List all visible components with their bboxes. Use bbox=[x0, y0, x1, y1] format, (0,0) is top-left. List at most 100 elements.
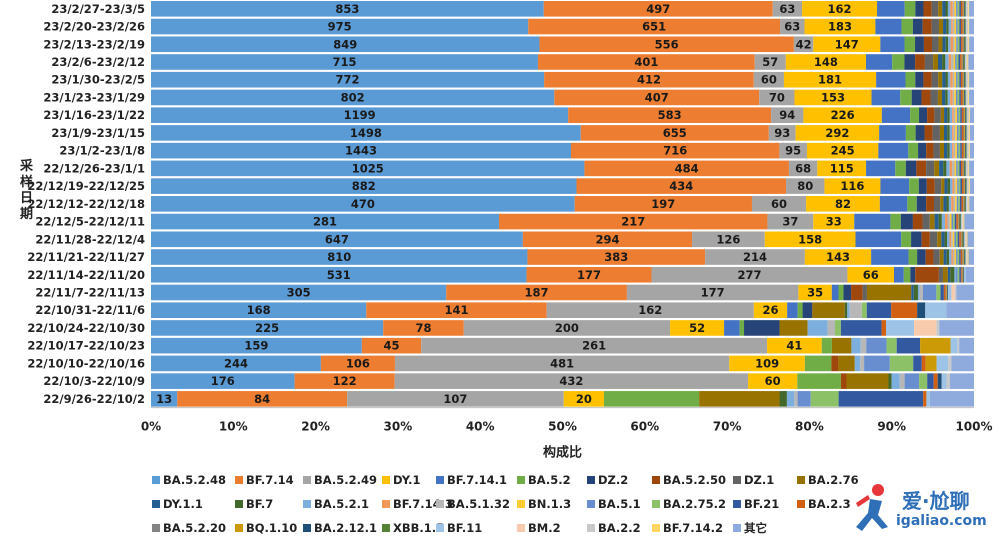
bar-segment bbox=[967, 107, 969, 123]
bar-segment bbox=[954, 18, 957, 35]
bar-segment bbox=[964, 178, 966, 194]
bar-segment bbox=[961, 213, 963, 230]
bar-segment bbox=[537, 54, 755, 70]
bar-segment bbox=[957, 89, 960, 106]
x-tick-label: 30% bbox=[384, 420, 413, 434]
bar-segment bbox=[911, 231, 922, 248]
legend-item: BF.21 bbox=[733, 497, 779, 511]
bar-segment bbox=[879, 125, 906, 141]
data-label: 33 bbox=[826, 215, 842, 229]
bar-segment bbox=[940, 196, 944, 212]
bar-segment bbox=[956, 231, 958, 248]
legend-item: DY.1.1 bbox=[152, 497, 203, 511]
bar-segment bbox=[955, 89, 958, 106]
bar-segment bbox=[911, 284, 914, 301]
legend-label: BA.5.2.50 bbox=[663, 473, 726, 487]
bar-segment bbox=[802, 1, 878, 17]
bar-segment bbox=[947, 125, 950, 141]
data-label: 143 bbox=[826, 250, 850, 264]
bar-segment bbox=[947, 89, 951, 106]
bar-segment bbox=[969, 36, 974, 53]
bar-segment bbox=[965, 1, 966, 17]
bar-segment bbox=[956, 196, 959, 212]
data-label: 57 bbox=[762, 55, 778, 69]
bar-segment bbox=[891, 373, 900, 389]
bar-segment bbox=[904, 54, 916, 70]
bar-segment bbox=[963, 196, 965, 212]
bar-segment bbox=[912, 18, 923, 35]
bar-segment bbox=[968, 107, 970, 123]
legend-item: BA.5.1.32 bbox=[436, 497, 510, 511]
bar-segment bbox=[151, 125, 581, 141]
bar-segment bbox=[956, 1, 958, 17]
bar-segment bbox=[946, 160, 950, 177]
legend-swatch bbox=[152, 524, 160, 532]
bar-segment bbox=[961, 142, 964, 159]
bar-segment bbox=[963, 231, 965, 248]
bar-segment bbox=[966, 36, 968, 53]
bar-segment bbox=[966, 178, 968, 194]
bar-segment bbox=[963, 178, 965, 194]
bar-segment bbox=[967, 249, 969, 265]
bar-segment bbox=[969, 125, 974, 141]
bar-segment bbox=[804, 249, 872, 265]
bar-segment bbox=[890, 213, 901, 230]
bar-segment bbox=[939, 249, 944, 265]
bar-segment bbox=[908, 142, 919, 159]
bar-segment bbox=[959, 213, 961, 230]
bar-segment bbox=[904, 1, 916, 17]
bar-segment bbox=[965, 71, 967, 88]
category-label: 22/12/19-22/12/25 bbox=[27, 179, 145, 193]
bar-segment bbox=[772, 1, 803, 17]
bar-segment bbox=[955, 107, 958, 123]
bar-segment bbox=[854, 355, 861, 372]
bar-segment bbox=[959, 160, 962, 177]
bar-segment bbox=[797, 373, 841, 389]
bar-segment bbox=[958, 142, 961, 159]
data-label: 849 bbox=[333, 37, 357, 51]
legend-label: BF.7.14.2 bbox=[663, 521, 723, 535]
data-label: 126 bbox=[716, 232, 740, 246]
bar-segment bbox=[918, 142, 927, 159]
bar-segment bbox=[771, 107, 804, 123]
bar-segment bbox=[948, 18, 952, 35]
bar-segment bbox=[817, 160, 867, 177]
data-label: 187 bbox=[525, 285, 549, 299]
bar-segment bbox=[944, 125, 948, 141]
bar-segment bbox=[151, 231, 523, 248]
bar-segment bbox=[901, 231, 912, 248]
bar-segment bbox=[955, 178, 958, 194]
bar-segment bbox=[961, 54, 963, 70]
legend-item: XBB.1.5 bbox=[382, 521, 444, 535]
bar-segment bbox=[847, 302, 850, 319]
data-label: 141 bbox=[444, 303, 468, 317]
data-label: 470 bbox=[351, 197, 375, 211]
bar-segment bbox=[554, 89, 760, 106]
legend-swatch bbox=[587, 524, 595, 532]
bar-segment bbox=[526, 266, 652, 283]
bar-segment bbox=[956, 266, 958, 283]
bar-segment bbox=[753, 302, 788, 319]
bar-segment bbox=[875, 18, 902, 35]
data-label: 52 bbox=[689, 321, 705, 335]
bar-segment bbox=[946, 302, 974, 319]
bar-segment bbox=[957, 213, 959, 230]
bar-segment bbox=[851, 337, 861, 354]
bar-segment bbox=[957, 18, 960, 35]
bar-segment bbox=[967, 178, 969, 194]
bar-segment bbox=[965, 125, 967, 141]
bar-segment bbox=[151, 249, 528, 265]
bar-segment bbox=[961, 231, 963, 248]
legend-item: BQ.1.10 bbox=[235, 521, 297, 535]
bar-segment bbox=[151, 196, 575, 212]
bar-segment bbox=[892, 54, 905, 70]
data-label: 63 bbox=[784, 20, 800, 34]
bar-segment bbox=[959, 337, 974, 354]
bar-segment bbox=[965, 36, 966, 53]
data-label: 35 bbox=[807, 285, 823, 299]
bar-segment bbox=[949, 213, 952, 230]
bar-segment bbox=[929, 231, 938, 248]
bar-segment bbox=[963, 89, 965, 106]
bar-segment bbox=[947, 142, 950, 159]
bar-segment bbox=[803, 107, 882, 123]
